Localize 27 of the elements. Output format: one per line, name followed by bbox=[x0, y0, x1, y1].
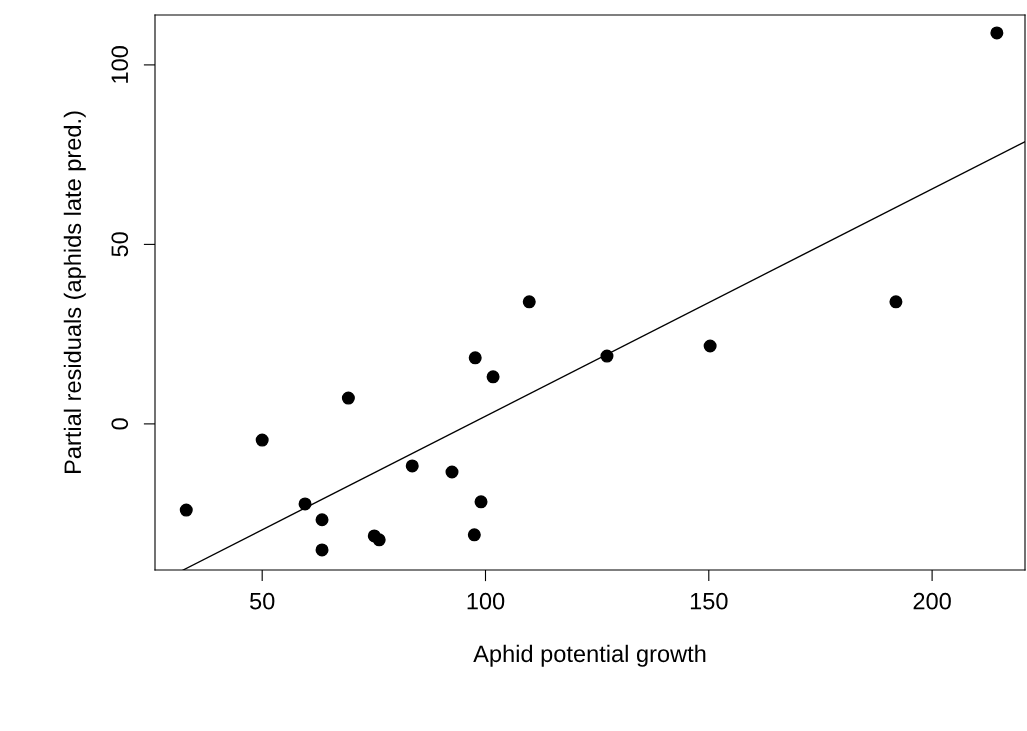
point bbox=[315, 513, 329, 527]
point bbox=[703, 339, 717, 353]
x-tick-label: 150 bbox=[690, 592, 728, 610]
y-tick-label: 100 bbox=[111, 46, 129, 83]
y-axis-title: Partial residuals (aphids late pred.) bbox=[63, 111, 86, 473]
point bbox=[372, 533, 386, 547]
point bbox=[315, 543, 329, 557]
x-tick-label: 50 bbox=[250, 592, 275, 610]
point bbox=[255, 433, 269, 447]
x-tick-label: 200 bbox=[913, 592, 951, 610]
point bbox=[486, 370, 500, 384]
point bbox=[341, 391, 355, 405]
point bbox=[522, 295, 536, 309]
point bbox=[298, 497, 312, 511]
point bbox=[468, 351, 482, 365]
point bbox=[600, 349, 614, 363]
y-tick-label: 50 bbox=[111, 232, 129, 257]
point bbox=[405, 459, 419, 473]
x-axis-title: Aphid potential growth bbox=[473, 644, 706, 667]
point bbox=[889, 295, 903, 309]
point bbox=[467, 528, 481, 542]
x-tick-label: 100 bbox=[467, 592, 505, 610]
point bbox=[179, 503, 193, 517]
point bbox=[474, 495, 488, 509]
point bbox=[990, 26, 1004, 40]
point bbox=[445, 465, 459, 479]
y-tick-label: 0 bbox=[111, 418, 129, 430]
